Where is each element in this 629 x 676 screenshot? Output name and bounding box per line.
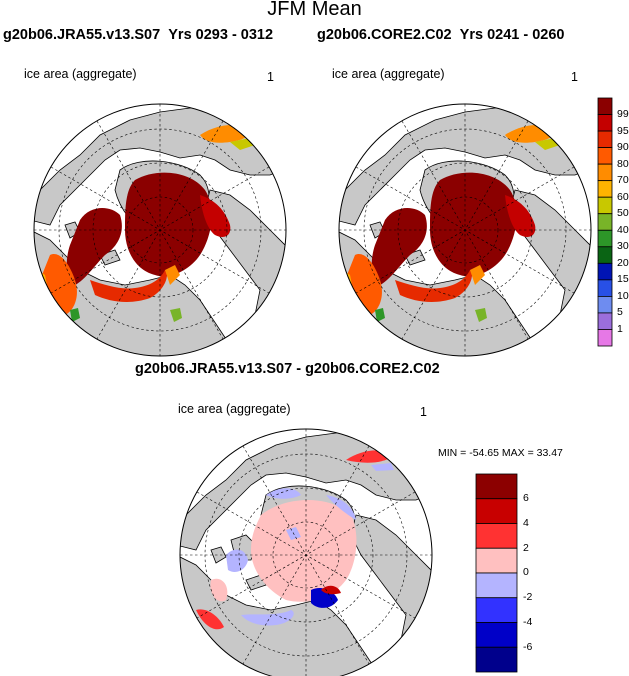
diff-variable: ice area (aggregate) xyxy=(178,402,291,416)
colorbar-diff-box xyxy=(475,547,518,574)
colorbar-main-label: 5 xyxy=(617,306,623,319)
colorbar-main-label: 1 xyxy=(617,322,623,335)
colorbar-main-label: 80 xyxy=(617,157,629,170)
colorbar-main-box xyxy=(597,279,613,297)
panel-1-run: g20b06.JRA55.v13.S07 xyxy=(3,27,161,43)
colorbar-main-label: 60 xyxy=(617,190,629,203)
colorbar-main-box xyxy=(597,163,613,182)
colorbar-main-box xyxy=(597,130,613,148)
colorbar-main-box xyxy=(597,213,613,231)
colorbar-diff-box xyxy=(475,646,518,673)
panel-2-title: g20b06.CORE2.C02 Yrs 0241 - 0260 xyxy=(317,27,564,43)
diff-units: 1 xyxy=(420,405,427,419)
colorbar-main-label: 90 xyxy=(617,141,629,154)
colorbar-main-label: 15 xyxy=(617,273,629,286)
panel-1-years: Yrs 0293 - 0312 xyxy=(168,27,274,43)
colorbar-main-box xyxy=(597,262,613,281)
colorbar-main-label: 95 xyxy=(617,124,629,137)
panel-1-title: g20b06.JRA55.v13.S07 Yrs 0293 - 0312 xyxy=(3,27,273,43)
colorbar-diff-label: 2 xyxy=(523,541,529,554)
colorbar-main-box xyxy=(597,229,613,248)
colorbar-diff-box xyxy=(475,473,518,500)
colorbar-diff xyxy=(475,473,518,673)
colorbar-diff-box xyxy=(475,597,518,623)
panel-2-variable: ice area (aggregate) xyxy=(332,67,445,81)
colorbar-main-label: 10 xyxy=(617,289,629,302)
colorbar-diff-label: 6 xyxy=(523,492,529,505)
colorbar-main-box xyxy=(597,97,613,115)
colorbar-main-box xyxy=(597,246,613,264)
colorbar-diff-box xyxy=(475,622,518,648)
colorbar-diff-label: -4 xyxy=(523,615,533,628)
colorbar-main-label: 50 xyxy=(617,207,629,220)
colorbar-diff-box xyxy=(475,498,518,524)
colorbar-main-label: 70 xyxy=(617,174,629,187)
colorbar-main-label: 20 xyxy=(617,256,629,269)
panel-1-units: 1 xyxy=(267,70,274,84)
colorbar-main-box xyxy=(597,114,613,132)
colorbar-main-label: 99 xyxy=(617,108,629,121)
colorbar-main-box xyxy=(597,180,613,198)
colorbar-diff-box xyxy=(475,572,518,599)
colorbar-main-label: 40 xyxy=(617,223,629,236)
panel-2-run: g20b06.CORE2.C02 xyxy=(317,27,452,43)
colorbar-main xyxy=(597,97,613,347)
colorbar-diff-label: 0 xyxy=(523,566,529,579)
main-title: JFM Mean xyxy=(267,0,362,20)
colorbar-diff-box xyxy=(475,523,518,549)
panel-2-units: 1 xyxy=(571,70,578,84)
colorbar-diff-label: -6 xyxy=(523,640,533,653)
colorbar-main-box xyxy=(597,329,613,347)
map-panel-1 xyxy=(33,103,287,357)
colorbar-main-label: 30 xyxy=(617,240,629,253)
colorbar-main-box xyxy=(597,295,613,314)
map-diff-panel xyxy=(179,428,433,676)
colorbar-diff-label: -2 xyxy=(523,591,533,604)
colorbar-diff-label: 4 xyxy=(523,516,529,529)
diff-title: g20b06.JRA55.v13.S07 - g20b06.CORE2.C02 xyxy=(135,361,440,377)
panel-2-years: Yrs 0241 - 0260 xyxy=(459,27,565,43)
panel-1-variable: ice area (aggregate) xyxy=(24,67,137,81)
diff-minmax: MIN = -54.65 MAX = 33.47 xyxy=(438,447,563,459)
map-panel-2 xyxy=(338,103,592,357)
colorbar-main-box xyxy=(597,147,613,165)
colorbar-main-box xyxy=(597,312,613,330)
colorbar-main-box xyxy=(597,196,613,215)
